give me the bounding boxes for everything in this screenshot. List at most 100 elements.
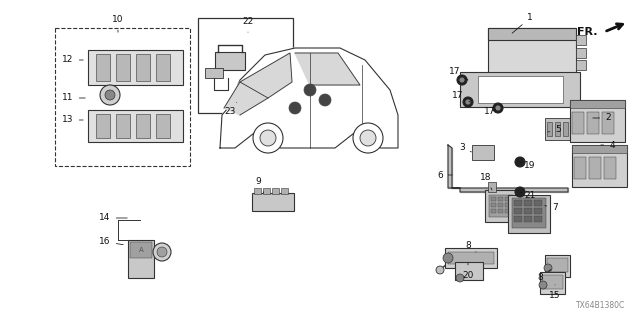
Bar (116, 54, 130, 81)
Circle shape (260, 130, 276, 146)
Text: 8: 8 (465, 241, 476, 252)
Bar (545, 118, 575, 140)
Text: 5: 5 (548, 125, 561, 134)
Bar (488, 28, 576, 83)
Text: 11: 11 (62, 93, 85, 102)
Text: 12: 12 (62, 55, 83, 65)
Bar (602, 112, 614, 134)
Bar (485, 190, 517, 222)
Bar (547, 258, 568, 272)
Bar (524, 216, 532, 222)
Bar (512, 198, 546, 228)
Bar (252, 193, 294, 211)
Polygon shape (220, 48, 398, 148)
Bar (254, 188, 261, 194)
Polygon shape (448, 145, 568, 192)
Bar (489, 195, 513, 217)
Bar (589, 157, 601, 179)
Bar (96, 54, 110, 81)
Bar (491, 203, 496, 207)
Bar (498, 203, 503, 207)
Bar (604, 157, 616, 179)
Text: 17: 17 (484, 108, 496, 116)
Bar (488, 182, 496, 192)
Bar (491, 197, 496, 201)
Circle shape (443, 253, 453, 263)
Circle shape (496, 106, 500, 110)
Bar (488, 28, 576, 40)
Bar (116, 114, 130, 138)
Text: 9: 9 (255, 178, 264, 193)
Text: 23: 23 (224, 102, 236, 116)
Bar (570, 100, 625, 142)
Circle shape (360, 130, 376, 146)
Bar (281, 188, 288, 194)
Circle shape (493, 103, 503, 113)
Text: 15: 15 (549, 285, 561, 300)
Text: 6: 6 (437, 171, 452, 180)
Bar (498, 209, 503, 213)
Bar (508, 195, 550, 233)
Polygon shape (295, 53, 360, 85)
Circle shape (304, 84, 316, 96)
Circle shape (100, 85, 120, 105)
Bar (88, 50, 183, 85)
Bar (555, 122, 560, 136)
Bar (524, 208, 532, 214)
Bar (576, 48, 586, 58)
Polygon shape (224, 82, 268, 115)
Text: FR.: FR. (577, 27, 598, 37)
Bar (128, 240, 154, 278)
Bar (455, 262, 483, 280)
Bar (136, 114, 150, 138)
Text: 19: 19 (520, 161, 536, 170)
Bar (498, 197, 503, 201)
Bar (572, 145, 627, 153)
Bar (587, 112, 599, 134)
Text: 1: 1 (512, 13, 533, 33)
Text: 4: 4 (601, 140, 615, 149)
Text: 10: 10 (112, 15, 124, 32)
Bar (576, 60, 586, 70)
Bar (272, 188, 279, 194)
Bar (540, 272, 565, 294)
Circle shape (319, 94, 331, 106)
Text: 14: 14 (99, 213, 127, 222)
Bar (514, 216, 522, 222)
Text: TX64B1380C: TX64B1380C (576, 301, 625, 310)
Bar (505, 203, 510, 207)
Circle shape (105, 90, 115, 100)
Bar (136, 54, 150, 81)
Bar (572, 145, 627, 187)
Circle shape (460, 78, 464, 82)
Bar (472, 145, 494, 160)
Circle shape (153, 243, 171, 261)
Bar (130, 242, 152, 258)
Bar (205, 68, 223, 78)
Circle shape (515, 187, 525, 197)
Bar (542, 275, 563, 289)
Bar (198, 18, 293, 113)
Text: 17: 17 (452, 91, 470, 102)
Circle shape (157, 247, 167, 257)
Text: 13: 13 (62, 116, 83, 124)
Circle shape (456, 274, 464, 282)
Circle shape (515, 157, 525, 167)
Bar (534, 208, 542, 214)
Text: 20: 20 (462, 263, 474, 279)
Polygon shape (240, 53, 292, 98)
Circle shape (289, 102, 301, 114)
Bar (576, 35, 586, 45)
Bar (534, 216, 542, 222)
Circle shape (353, 123, 383, 153)
Circle shape (466, 100, 470, 104)
Bar (514, 200, 522, 206)
Bar (505, 197, 510, 201)
Bar (88, 110, 183, 142)
Bar (448, 252, 494, 264)
Circle shape (463, 97, 473, 107)
Bar (570, 100, 625, 108)
Text: 18: 18 (480, 173, 492, 190)
Bar (55, 28, 190, 166)
Bar (505, 209, 510, 213)
